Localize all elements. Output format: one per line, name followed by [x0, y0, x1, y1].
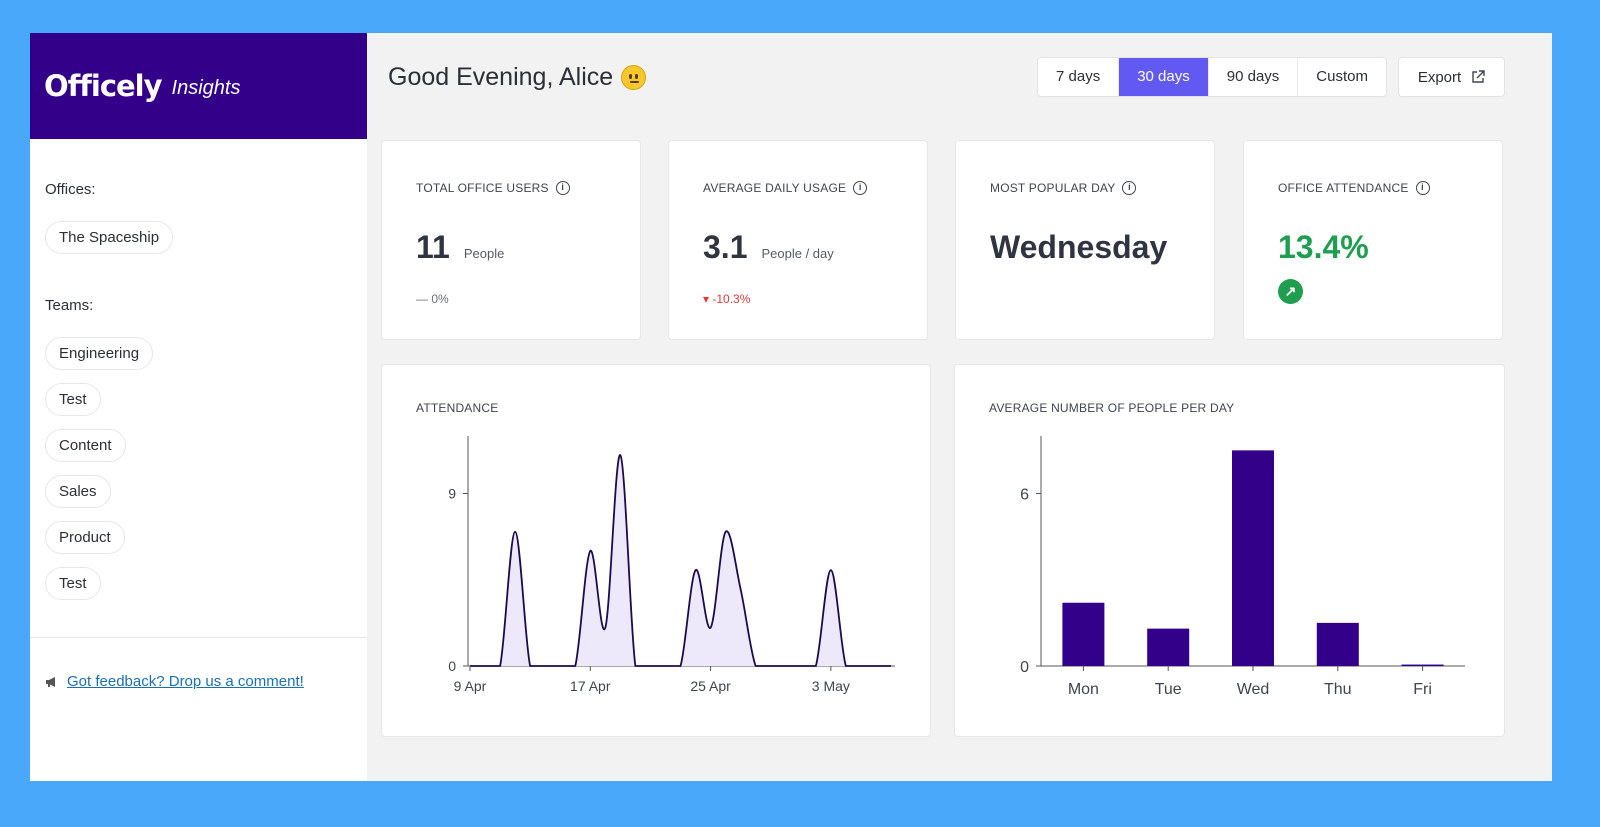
stat-value: Wednesday [990, 229, 1167, 266]
stat-value-percent: 13.4% [1278, 229, 1369, 265]
range-30-days-button[interactable]: 30 days [1119, 58, 1209, 96]
x-tick-label: Thu [1324, 681, 1352, 698]
team-chip-engineering[interactable]: Engineering [45, 337, 154, 370]
stat-card-most-popular-day: MOST POPULAR DAY i Wednesday [955, 140, 1215, 340]
y-tick-label: 0 [1020, 659, 1029, 676]
stat-unit: People / day [761, 246, 834, 261]
export-button[interactable]: Export [1398, 57, 1505, 97]
bar-wed [1232, 450, 1274, 666]
slightly-smiling-face-icon [621, 65, 647, 90]
megaphone-icon [46, 676, 55, 687]
app-window: Officely Insights Offices: The Spaceship… [30, 33, 1552, 781]
x-tick-label: 25 Apr [690, 678, 731, 694]
bar-fri [1401, 664, 1444, 666]
stat-title: MOST POPULAR DAY i [990, 181, 1137, 195]
stat-title-text: AVERAGE DAILY USAGE [703, 181, 847, 195]
y-tick-label: 6 [1020, 487, 1029, 504]
stat-title-text: OFFICE ATTENDANCE [1278, 181, 1409, 195]
team-chip-sales[interactable]: Sales [45, 475, 111, 508]
stat-delta: ▾ -10.3% [703, 292, 751, 306]
attendance-area [470, 454, 891, 666]
teams-label: Teams: [45, 297, 94, 314]
export-label: Export [1417, 68, 1462, 86]
stat-value-number: 3.1 [703, 229, 748, 265]
info-icon[interactable]: i [1415, 181, 1430, 195]
stat-unit: People [463, 246, 505, 261]
stat-title: TOTAL OFFICE USERS i [416, 181, 570, 195]
x-tick-label: Fri [1413, 681, 1432, 698]
range-90-days-button[interactable]: 90 days [1209, 58, 1299, 96]
stat-title: OFFICE ATTENDANCE i [1278, 181, 1430, 195]
stat-value-text: Wednesday [990, 229, 1168, 265]
brand-logo[interactable]: Officely [44, 69, 163, 103]
feedback-row: Got feedback? Drop us a comment! [45, 673, 304, 690]
feedback-link[interactable]: Got feedback? Drop us a comment! [67, 673, 304, 690]
people-per-day-chart: 0 6 Mon Tue Wed Thu Fri [1020, 436, 1465, 698]
bar-thu [1316, 622, 1359, 666]
info-icon[interactable]: i [555, 181, 570, 195]
team-chip-test-2[interactable]: Test [45, 567, 101, 600]
bar-tue [1147, 628, 1190, 666]
chart-title: ATTENDANCE [416, 401, 499, 415]
info-icon[interactable]: i [853, 181, 868, 195]
date-range-selector: 7 days 30 days 90 days Custom [1037, 57, 1387, 97]
attendance-chart-card: ATTENDANCE 0 9 9 Apr 17 Apr 25 Apr 3 May [381, 364, 931, 737]
brand-subtitle: Insights [171, 76, 241, 99]
stat-value: 11 People [416, 229, 504, 266]
stat-value: 3.1 People / day [703, 229, 834, 266]
attendance-chart: 0 9 9 Apr 17 Apr 25 Apr 3 May [448, 436, 895, 694]
x-tick-label: 9 Apr [454, 678, 487, 694]
offices-label: Offices: [45, 181, 96, 198]
x-tick-label: 17 Apr [570, 678, 611, 694]
brand-header: Officely Insights [30, 33, 367, 139]
team-chip-content[interactable]: Content [45, 429, 126, 462]
x-tick-label: Mon [1068, 681, 1099, 698]
sidebar: Officely Insights Offices: The Spaceship… [30, 33, 367, 781]
stat-delta: — 0% [416, 292, 449, 306]
stat-card-office-attendance: OFFICE ATTENDANCE i 13.4% ↗ [1243, 140, 1503, 340]
stat-card-total-office-users: TOTAL OFFICE USERS i 11 People — 0% [381, 140, 641, 340]
team-chip-test[interactable]: Test [45, 383, 101, 416]
x-tick-label: 3 May [812, 678, 850, 694]
info-icon[interactable]: i [1122, 181, 1137, 195]
range-custom-button[interactable]: Custom [1316, 68, 1368, 85]
greeting-heading: Good Evening, Alice [388, 63, 647, 92]
stat-title: AVERAGE DAILY USAGE i [703, 181, 868, 195]
office-chip-the-spaceship[interactable]: The Spaceship [45, 221, 174, 254]
chart-title: AVERAGE NUMBER OF PEOPLE PER DAY [989, 401, 1235, 415]
sidebar-divider [30, 637, 367, 638]
stat-title-text: TOTAL OFFICE USERS [416, 181, 549, 195]
x-tick-label: Wed [1237, 681, 1270, 698]
greeting-text: Good Evening, Alice [388, 63, 614, 91]
teams-list: Engineering Test Content Sales Product T… [45, 337, 154, 600]
people-per-day-chart-card: AVERAGE NUMBER OF PEOPLE PER DAY 0 6 Mon Tu… [954, 364, 1505, 737]
stat-value-number: 11 [416, 229, 450, 265]
y-tick-label: 9 [448, 486, 456, 502]
external-link-icon [1472, 70, 1485, 83]
bar-mon [1062, 602, 1105, 666]
x-tick-label: Tue [1155, 681, 1182, 698]
attendance-line [469, 454, 891, 667]
team-chip-product[interactable]: Product [45, 521, 125, 554]
y-tick-label: 0 [448, 658, 456, 674]
stat-card-average-daily-usage: AVERAGE DAILY USAGE i 3.1 People / day ▾… [668, 140, 928, 340]
stat-title-text: MOST POPULAR DAY [990, 181, 1116, 195]
offices-list: The Spaceship [45, 221, 174, 254]
stat-value: 13.4% [1278, 229, 1369, 266]
trend-up-icon: ↗ [1278, 279, 1303, 304]
range-7-days-button[interactable]: 7 days [1038, 58, 1120, 96]
